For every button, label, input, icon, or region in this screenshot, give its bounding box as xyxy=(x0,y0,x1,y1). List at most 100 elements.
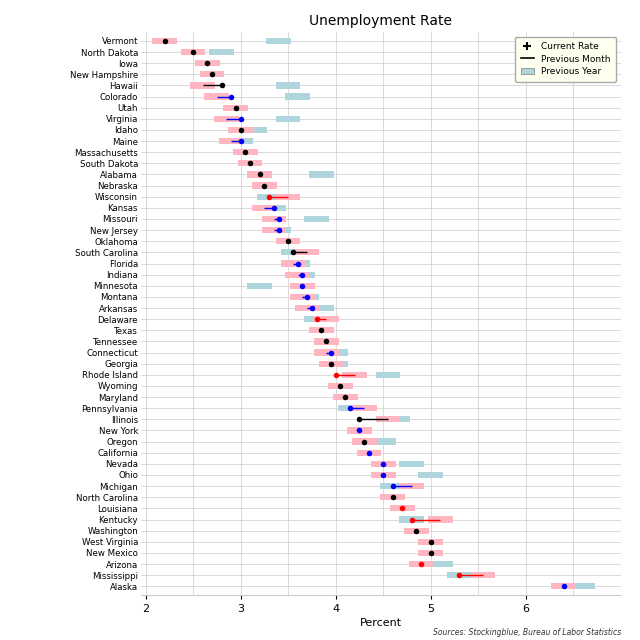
Bar xyxy=(252,205,276,211)
Bar xyxy=(328,383,353,389)
Bar xyxy=(385,416,410,422)
Bar xyxy=(233,149,258,156)
Bar xyxy=(262,216,286,222)
Bar xyxy=(209,49,234,55)
Bar xyxy=(570,583,595,589)
Bar xyxy=(205,93,229,100)
Bar xyxy=(252,182,276,189)
Bar xyxy=(285,93,310,100)
Bar xyxy=(219,138,243,144)
Bar xyxy=(309,327,333,333)
Bar xyxy=(376,372,400,378)
Bar xyxy=(323,349,348,356)
Bar xyxy=(304,316,329,323)
Bar xyxy=(233,149,258,156)
Bar xyxy=(552,583,576,589)
Bar xyxy=(419,539,443,545)
Bar xyxy=(237,160,262,166)
Bar xyxy=(280,260,305,267)
Bar xyxy=(304,216,329,222)
Bar xyxy=(428,516,452,523)
Bar xyxy=(380,494,405,500)
Bar xyxy=(390,505,415,511)
Title: Unemployment Rate: Unemployment Rate xyxy=(309,14,452,28)
Bar xyxy=(214,116,239,122)
Bar xyxy=(323,360,348,367)
Bar xyxy=(356,450,381,456)
Bar xyxy=(247,172,272,177)
Bar xyxy=(309,327,333,333)
Bar xyxy=(342,372,367,378)
Bar xyxy=(266,38,291,44)
Bar xyxy=(285,260,310,267)
Bar xyxy=(390,505,415,511)
Bar xyxy=(295,294,319,300)
Bar xyxy=(371,472,396,478)
Bar xyxy=(152,38,177,44)
Bar xyxy=(376,416,400,422)
Bar xyxy=(266,227,291,233)
Bar xyxy=(223,104,248,111)
Bar xyxy=(314,316,339,323)
Text: Sources: Stockingblue, Bureau of Labor Statistics: Sources: Stockingblue, Bureau of Labor S… xyxy=(433,628,621,637)
Bar xyxy=(257,194,282,200)
Bar xyxy=(228,127,253,133)
Bar xyxy=(243,127,268,133)
Bar xyxy=(399,516,424,523)
Bar xyxy=(314,339,339,344)
Bar xyxy=(337,405,362,412)
Bar xyxy=(309,172,333,177)
Bar xyxy=(419,472,443,478)
Bar xyxy=(314,349,339,356)
Bar xyxy=(276,238,301,244)
Bar xyxy=(195,60,220,67)
Bar xyxy=(371,438,396,445)
Bar xyxy=(295,305,319,311)
X-axis label: Percent: Percent xyxy=(360,618,402,628)
Bar xyxy=(280,249,305,255)
Bar xyxy=(180,49,205,55)
Bar xyxy=(190,83,215,88)
Bar xyxy=(276,116,301,122)
Bar xyxy=(380,494,405,500)
Bar xyxy=(276,238,301,244)
Bar xyxy=(247,283,272,289)
Bar xyxy=(380,483,405,489)
Bar xyxy=(276,83,301,88)
Bar xyxy=(428,561,452,567)
Bar xyxy=(309,305,333,311)
Bar xyxy=(223,104,248,111)
Bar xyxy=(352,405,376,412)
Bar xyxy=(404,527,429,534)
Bar xyxy=(419,550,443,556)
Bar xyxy=(470,572,495,579)
Bar xyxy=(262,227,286,233)
Bar xyxy=(447,572,472,579)
Bar xyxy=(285,271,310,278)
Bar xyxy=(276,194,301,200)
Bar xyxy=(371,461,396,467)
Bar xyxy=(328,383,353,389)
Bar xyxy=(419,539,443,545)
Bar xyxy=(352,438,376,445)
Bar xyxy=(200,71,225,77)
Bar xyxy=(290,271,315,278)
Bar xyxy=(295,249,319,255)
Bar xyxy=(262,205,286,211)
Bar xyxy=(200,71,225,77)
Bar xyxy=(347,428,372,433)
Bar xyxy=(290,283,315,289)
Bar xyxy=(347,428,372,433)
Bar xyxy=(399,461,424,467)
Bar xyxy=(356,450,381,456)
Bar xyxy=(290,294,315,300)
Bar xyxy=(195,60,220,67)
Bar xyxy=(314,339,339,344)
Legend: Current Rate, Previous Month, Previous Year: Current Rate, Previous Month, Previous Y… xyxy=(515,36,616,81)
Bar xyxy=(333,394,358,400)
Bar xyxy=(333,394,358,400)
Bar xyxy=(409,561,433,567)
Bar xyxy=(237,160,262,166)
Bar xyxy=(404,527,429,534)
Bar xyxy=(399,483,424,489)
